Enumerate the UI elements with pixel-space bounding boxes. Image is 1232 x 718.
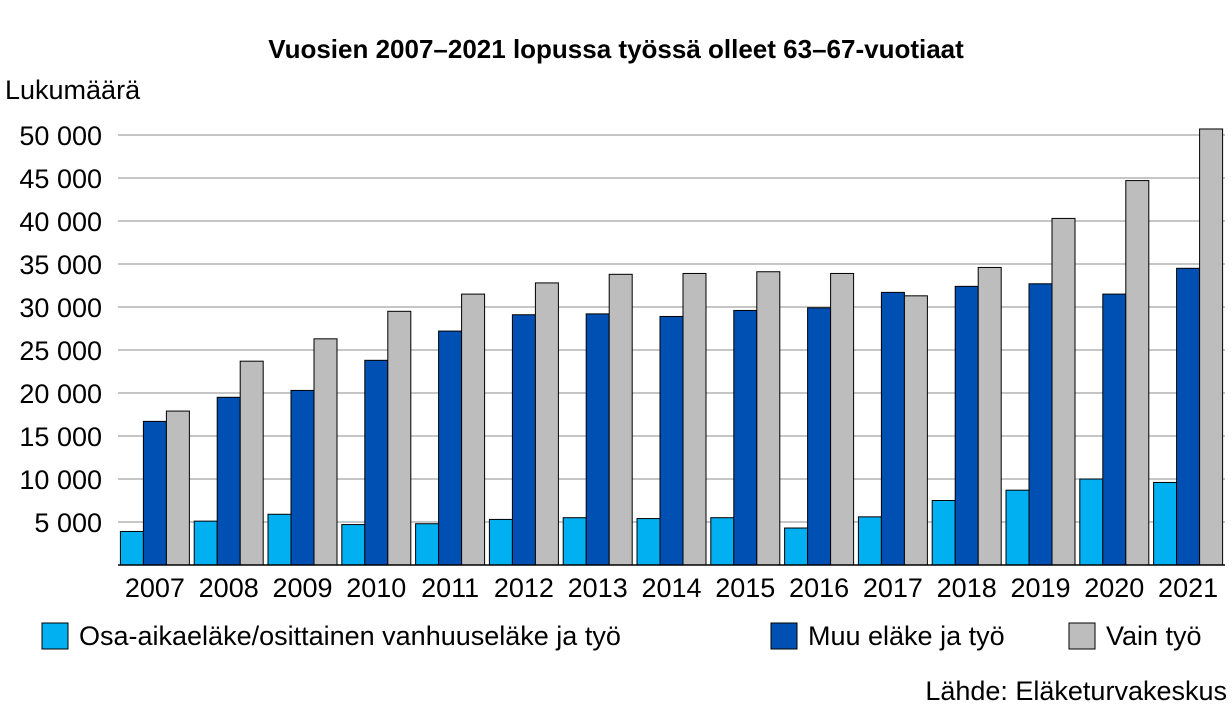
y-tick-label: 25 000 — [19, 336, 102, 366]
chart-title: Vuosien 2007–2021 lopussa työssä olleet … — [268, 34, 964, 64]
y-tick-label: 5 000 — [34, 508, 102, 538]
bar-2020-series-3 — [1125, 180, 1150, 566]
bar-2020-series-2 — [1102, 293, 1127, 566]
bar-2008-series-2 — [216, 396, 241, 566]
x-tick-label: 2016 — [789, 573, 849, 603]
bar-2018-series-2 — [954, 285, 979, 566]
bar-2014-series-2 — [659, 315, 684, 566]
x-tick-label: 2014 — [641, 573, 701, 603]
bar-2019-series-3 — [1051, 217, 1076, 566]
legend-swatch-1 — [41, 622, 69, 650]
bar-2010-series-1 — [341, 524, 366, 566]
x-tick-label: 2008 — [199, 573, 259, 603]
legend-label-1: Osa-aikaeläke/osittainen vanhuuseläke ja… — [79, 621, 621, 651]
x-tick-label: 2007 — [125, 573, 185, 603]
bar-2016-series-2 — [807, 307, 832, 566]
bar-2017-series-3 — [903, 295, 928, 566]
x-tick-label: 2012 — [494, 573, 554, 603]
bar-2009-series-2 — [290, 389, 315, 566]
x-tick-label: 2019 — [1010, 573, 1070, 603]
bar-2015-series-2 — [733, 309, 758, 566]
bar-2016-series-1 — [784, 527, 809, 566]
bar-2021-series-2 — [1176, 267, 1201, 566]
legend-label-2: Muu eläke ja työ — [808, 621, 1005, 651]
bar-2007-series-3 — [165, 410, 190, 566]
y-tick-label: 50 000 — [19, 121, 102, 151]
bar-2016-series-3 — [830, 272, 855, 566]
x-tick-label: 2015 — [715, 573, 775, 603]
legend-label-3: Vain työ — [1106, 621, 1202, 651]
y-tick-label: 40 000 — [19, 207, 102, 237]
x-tick-label: 2018 — [937, 573, 997, 603]
bar-2020-series-1 — [1079, 478, 1104, 566]
legend-swatch-3 — [1068, 622, 1096, 650]
y-tick-label: 20 000 — [19, 379, 102, 409]
bar-2019-series-1 — [1005, 489, 1030, 566]
bar-2011-series-1 — [415, 523, 440, 566]
bar-2010-series-2 — [364, 359, 389, 566]
bar-2014-series-1 — [636, 518, 661, 566]
bar-2021-series-3 — [1199, 128, 1224, 566]
bar-2015-series-3 — [756, 271, 781, 566]
bar-2021-series-1 — [1153, 481, 1178, 566]
x-tick-label: 2013 — [568, 573, 628, 603]
y-tick-label: 15 000 — [19, 422, 102, 452]
bar-2008-series-1 — [193, 520, 218, 566]
bar-2007-series-1 — [119, 530, 144, 566]
x-tick-label: 2020 — [1084, 573, 1144, 603]
x-tick-label: 2010 — [346, 573, 406, 603]
y-axis-label: Lukumäärä — [5, 75, 141, 105]
bar-2007-series-2 — [142, 420, 167, 566]
x-axis-ticks: 2007 2008 2009 2010 2011 2012 2013 2014 2015 2016… — [125, 573, 1218, 603]
source-note: Lähde: Eläketurvakeskus — [925, 676, 1227, 706]
bar-2018-series-3 — [977, 266, 1002, 566]
bar-2009-series-3 — [313, 338, 338, 566]
legend-swatch-2 — [770, 622, 798, 650]
bar-2012-series-3 — [534, 282, 559, 566]
x-tick-label: 2011 — [421, 573, 479, 603]
bar-2015-series-1 — [710, 517, 735, 566]
bar-2012-series-1 — [488, 518, 513, 566]
bar-2017-series-1 — [857, 516, 882, 566]
bar-2009-series-1 — [267, 513, 292, 566]
y-tick-label: 35 000 — [19, 250, 102, 280]
y-tick-label: 45 000 — [19, 164, 102, 194]
bar-2011-series-2 — [438, 330, 463, 566]
x-tick-label: 2009 — [272, 573, 332, 603]
bar-2010-series-3 — [387, 310, 412, 566]
bar-2008-series-3 — [239, 360, 264, 566]
y-axis-ticks: 5 000 10 000 15 000 20 000 25 000 30 000 35 00… — [19, 121, 102, 538]
bar-2013-series-2 — [585, 313, 610, 566]
x-tick-label: 2021 — [1158, 573, 1218, 603]
legend: Osa-aikaeläke/osittainen vanhuuseläke ja… — [41, 621, 1202, 651]
bar-2013-series-1 — [562, 517, 587, 566]
bar-2019-series-2 — [1028, 283, 1053, 566]
bar-2014-series-3 — [682, 272, 707, 566]
bar-2012-series-2 — [511, 314, 536, 566]
y-tick-label: 10 000 — [19, 465, 102, 495]
bar-2011-series-3 — [461, 293, 486, 566]
bar-2017-series-2 — [880, 291, 905, 566]
y-tick-label: 30 000 — [19, 293, 102, 323]
bar-2013-series-3 — [608, 273, 633, 566]
bar-2018-series-1 — [931, 500, 956, 566]
bars — [119, 128, 1224, 566]
x-tick-label: 2017 — [863, 573, 923, 603]
